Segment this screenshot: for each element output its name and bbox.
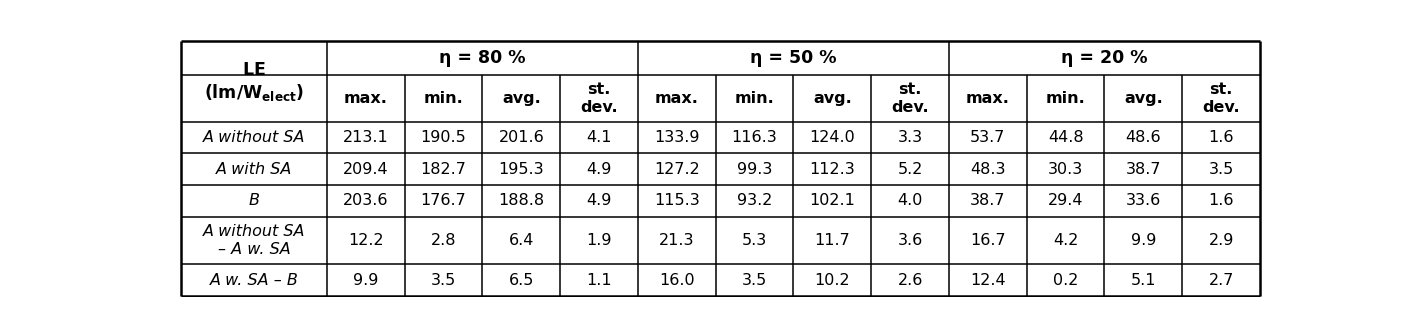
- Text: 30.3: 30.3: [1047, 162, 1083, 177]
- Text: 190.5: 190.5: [420, 130, 467, 145]
- Text: 102.1: 102.1: [810, 193, 855, 208]
- Text: A without SA
– A w. SA: A without SA – A w. SA: [202, 224, 305, 257]
- Text: 2.9: 2.9: [1208, 233, 1234, 248]
- Text: 127.2: 127.2: [654, 162, 700, 177]
- Text: 4.1: 4.1: [586, 130, 612, 145]
- Text: A with SA: A with SA: [217, 162, 292, 177]
- Text: 3.6: 3.6: [897, 233, 922, 248]
- Text: 12.4: 12.4: [970, 273, 1005, 288]
- Text: 16.7: 16.7: [970, 233, 1005, 248]
- Text: 5.1: 5.1: [1130, 273, 1156, 288]
- Text: 1.1: 1.1: [586, 273, 612, 288]
- Text: 124.0: 124.0: [810, 130, 855, 145]
- Text: 6.5: 6.5: [509, 273, 534, 288]
- Text: 3.5: 3.5: [742, 273, 768, 288]
- Text: 213.1: 213.1: [343, 130, 388, 145]
- Text: min.: min.: [1046, 91, 1085, 106]
- Text: max.: max.: [655, 91, 699, 106]
- Text: 21.3: 21.3: [659, 233, 695, 248]
- Text: 176.7: 176.7: [420, 193, 467, 208]
- Text: 3.5: 3.5: [432, 273, 456, 288]
- Text: 4.0: 4.0: [897, 193, 922, 208]
- Text: 115.3: 115.3: [654, 193, 700, 208]
- Text: $\mathbf{LE}$
$\mathbf{(lm/W_{elect})}$: $\mathbf{LE}$ $\mathbf{(lm/W_{elect})}$: [204, 60, 304, 103]
- Text: 16.0: 16.0: [659, 273, 695, 288]
- Text: 4.9: 4.9: [586, 193, 612, 208]
- Text: 182.7: 182.7: [420, 162, 467, 177]
- Text: B: B: [249, 193, 260, 208]
- Text: 2.8: 2.8: [430, 233, 457, 248]
- Text: 48.3: 48.3: [970, 162, 1005, 177]
- Text: 2.7: 2.7: [1208, 273, 1234, 288]
- Text: 203.6: 203.6: [343, 193, 388, 208]
- Text: max.: max.: [966, 91, 1010, 106]
- Text: η = 50 %: η = 50 %: [751, 49, 837, 67]
- Text: 5.2: 5.2: [897, 162, 922, 177]
- Text: 12.2: 12.2: [349, 233, 384, 248]
- Text: 33.6: 33.6: [1126, 193, 1161, 208]
- Text: min.: min.: [735, 91, 775, 106]
- Text: st.
dev.: st. dev.: [1202, 82, 1240, 115]
- Text: A w. SA – B: A w. SA – B: [209, 273, 298, 288]
- Text: st.
dev.: st. dev.: [891, 82, 929, 115]
- Text: 53.7: 53.7: [970, 130, 1005, 145]
- Text: 1.6: 1.6: [1208, 130, 1234, 145]
- Text: η = 80 %: η = 80 %: [439, 49, 526, 67]
- Text: 5.3: 5.3: [742, 233, 768, 248]
- Text: 48.6: 48.6: [1126, 130, 1161, 145]
- Text: 10.2: 10.2: [814, 273, 851, 288]
- Text: 195.3: 195.3: [499, 162, 544, 177]
- Text: 0.2: 0.2: [1053, 273, 1078, 288]
- Text: 9.9: 9.9: [353, 273, 378, 288]
- Text: 1.6: 1.6: [1208, 193, 1234, 208]
- Text: 116.3: 116.3: [731, 130, 778, 145]
- Text: 4.2: 4.2: [1053, 233, 1078, 248]
- Text: 3.3: 3.3: [897, 130, 922, 145]
- Text: 112.3: 112.3: [810, 162, 855, 177]
- Text: 38.7: 38.7: [1126, 162, 1161, 177]
- Text: A without SA: A without SA: [202, 130, 305, 145]
- Text: avg.: avg.: [813, 91, 852, 106]
- Text: st.
dev.: st. dev.: [581, 82, 617, 115]
- Text: 1.9: 1.9: [586, 233, 612, 248]
- Text: avg.: avg.: [1123, 91, 1163, 106]
- Text: avg.: avg.: [502, 91, 541, 106]
- Text: min.: min.: [423, 91, 464, 106]
- Text: 133.9: 133.9: [654, 130, 700, 145]
- Text: 188.8: 188.8: [498, 193, 544, 208]
- Text: 93.2: 93.2: [737, 193, 772, 208]
- Text: 6.4: 6.4: [509, 233, 534, 248]
- Text: 2.6: 2.6: [897, 273, 922, 288]
- Text: 201.6: 201.6: [499, 130, 544, 145]
- Text: η = 20 %: η = 20 %: [1062, 49, 1147, 67]
- Text: 3.5: 3.5: [1208, 162, 1233, 177]
- Text: 99.3: 99.3: [737, 162, 772, 177]
- Text: 11.7: 11.7: [814, 233, 851, 248]
- Text: 38.7: 38.7: [970, 193, 1005, 208]
- Text: 209.4: 209.4: [343, 162, 388, 177]
- Text: 9.9: 9.9: [1130, 233, 1156, 248]
- Text: 44.8: 44.8: [1047, 130, 1084, 145]
- Text: 4.9: 4.9: [586, 162, 612, 177]
- Text: 29.4: 29.4: [1047, 193, 1084, 208]
- Text: max.: max.: [344, 91, 388, 106]
